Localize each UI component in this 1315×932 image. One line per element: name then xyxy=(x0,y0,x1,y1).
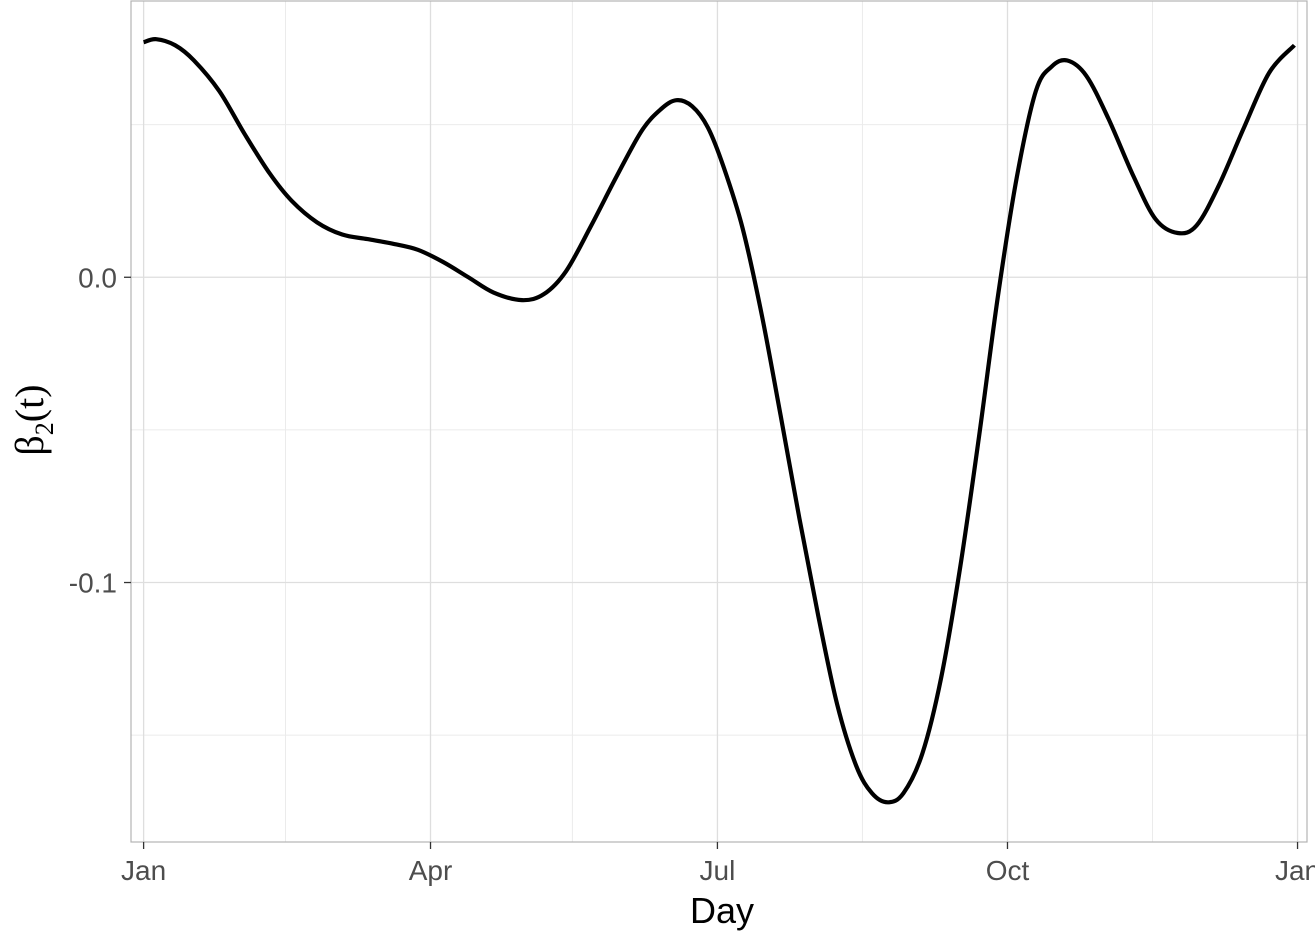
x-axis-title: Day xyxy=(690,890,754,931)
x-tick-label: Jan xyxy=(121,855,166,886)
y-axis-title-symbol: β xyxy=(7,435,52,455)
y-axis: 0.0 -0.1 xyxy=(69,262,131,599)
x-tick-label: Apr xyxy=(409,855,453,886)
y-axis-title: β2(t) xyxy=(7,384,59,455)
plot-panel-border xyxy=(130,0,1308,843)
x-tick-label: Jan xyxy=(1275,855,1315,886)
grid-major xyxy=(131,1,1307,842)
y-tick-label: 0.0 xyxy=(78,262,117,293)
y-axis-title-subscript: 2 xyxy=(30,422,59,435)
series-layer xyxy=(142,37,1296,805)
series-line xyxy=(142,37,1296,805)
y-axis-title-suffix: (t) xyxy=(7,384,52,422)
y-tick-label: -0.1 xyxy=(69,568,117,599)
x-tick-label: Jul xyxy=(700,855,736,886)
x-tick-label: Oct xyxy=(986,855,1030,886)
grid-minor xyxy=(131,1,1307,842)
x-axis: Jan Apr Jul Oct Jan xyxy=(121,842,1315,886)
